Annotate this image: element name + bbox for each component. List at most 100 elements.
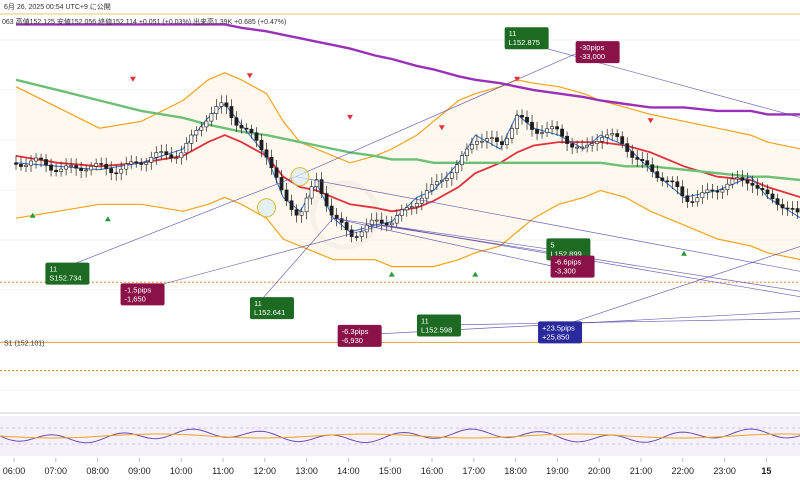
candle-body (324, 193, 329, 207)
x-tick-label: 10:00 (170, 466, 193, 476)
candle-body (545, 128, 549, 133)
buy-marker (681, 250, 687, 256)
candle-body (19, 164, 23, 167)
candle-body (59, 168, 63, 172)
candle-body (630, 151, 635, 158)
x-axis-background (0, 458, 800, 500)
candle-body (184, 143, 189, 154)
candle-body (134, 161, 139, 164)
candle-body (505, 138, 509, 145)
candle-body (369, 219, 374, 226)
trade-label-text: 11 (254, 299, 262, 308)
candle-body (344, 222, 349, 231)
trade-connector-line (333, 217, 800, 292)
x-tick-label: 08:00 (86, 466, 109, 476)
candle-body (655, 171, 660, 179)
trade-labels[interactable]: 11S152.734-1.5pips-1,65011L152.641-6.3pi… (45, 6, 800, 398)
trade-connector-line (383, 224, 800, 298)
candle-body (525, 116, 529, 123)
candle-body (104, 164, 109, 169)
x-tick-label: 15 (761, 466, 771, 476)
candle-body (359, 231, 364, 237)
candle-body (44, 159, 48, 166)
candle-body (364, 224, 369, 233)
candle-body (665, 180, 670, 183)
candle-body (429, 184, 434, 191)
candle-body (449, 172, 454, 179)
trade-connector-line (253, 217, 334, 309)
candle-body (570, 143, 575, 148)
candle-body (169, 154, 174, 159)
oscillator-signal-line (0, 433, 800, 439)
trade-connector-line (383, 224, 551, 250)
candle-body (264, 149, 269, 158)
candle-body (640, 159, 645, 161)
candle-body (610, 133, 615, 136)
candle-body (720, 189, 725, 193)
trade-label-text: L152.641 (254, 308, 285, 317)
candle-body (775, 198, 780, 205)
candle-body (89, 166, 94, 171)
candle-body (194, 130, 199, 136)
candle-body (334, 214, 339, 219)
x-tick-label: 19:00 (546, 466, 569, 476)
trade-label-box (337, 324, 382, 347)
candle-body (414, 203, 419, 207)
candle-body (154, 152, 159, 158)
candle-body (660, 177, 665, 182)
candle-body (34, 157, 38, 162)
candle-body (780, 204, 785, 209)
candle-body (434, 181, 439, 186)
support-label: S1 (152.101) (4, 340, 44, 347)
candle-body (94, 163, 99, 167)
candle-body (550, 126, 554, 130)
candle-body (645, 160, 650, 166)
candle-body (204, 120, 209, 128)
trade-connector-line (333, 217, 555, 267)
candle-body (715, 190, 720, 193)
candle-body (144, 162, 149, 165)
trade-label-text: -6,930 (342, 336, 363, 345)
trade-label-red[interactable]: -1.5pips-1,650 (120, 283, 165, 306)
candle-body (695, 197, 700, 203)
candle-body (129, 161, 134, 165)
trade-label-box (504, 27, 549, 50)
trade-label-blue[interactable]: +23.5pips+25,850 (538, 321, 583, 344)
candle-body (394, 215, 399, 224)
bollinger-lower-line (15, 189, 800, 268)
candle-body (615, 133, 620, 137)
candle-body (459, 155, 464, 165)
trade-label-text: S152.734 (49, 274, 81, 283)
candle-body (685, 195, 690, 202)
candle-body (209, 113, 214, 122)
trade-label-text: L152.598 (421, 325, 452, 334)
trade-label-red[interactable]: -6.6pips-3,300 (550, 255, 595, 278)
candle-body (605, 134, 610, 138)
candle-body (705, 189, 710, 193)
candle-body (620, 136, 625, 144)
candle-body (314, 179, 319, 187)
trade-connector-line (49, 176, 296, 274)
candle-body (249, 128, 254, 134)
candle-body (374, 219, 379, 222)
trade-label-red[interactable]: -6.3pips-6,930 (337, 324, 382, 347)
candle-body (464, 148, 469, 156)
buy-marker (388, 271, 395, 277)
candle-body (399, 209, 404, 216)
candle-body (354, 236, 359, 238)
x-tick-label: 23:00 (713, 466, 736, 476)
candle-body (164, 151, 169, 155)
candle-body (329, 205, 334, 216)
trade-label-text: +23.5pips (542, 323, 575, 332)
grid (0, 13, 800, 414)
candle-body (490, 137, 494, 140)
candle-body (269, 156, 274, 169)
trade-label-red[interactable]: -30pips-33,000 (575, 41, 620, 64)
candle-body (600, 137, 605, 142)
